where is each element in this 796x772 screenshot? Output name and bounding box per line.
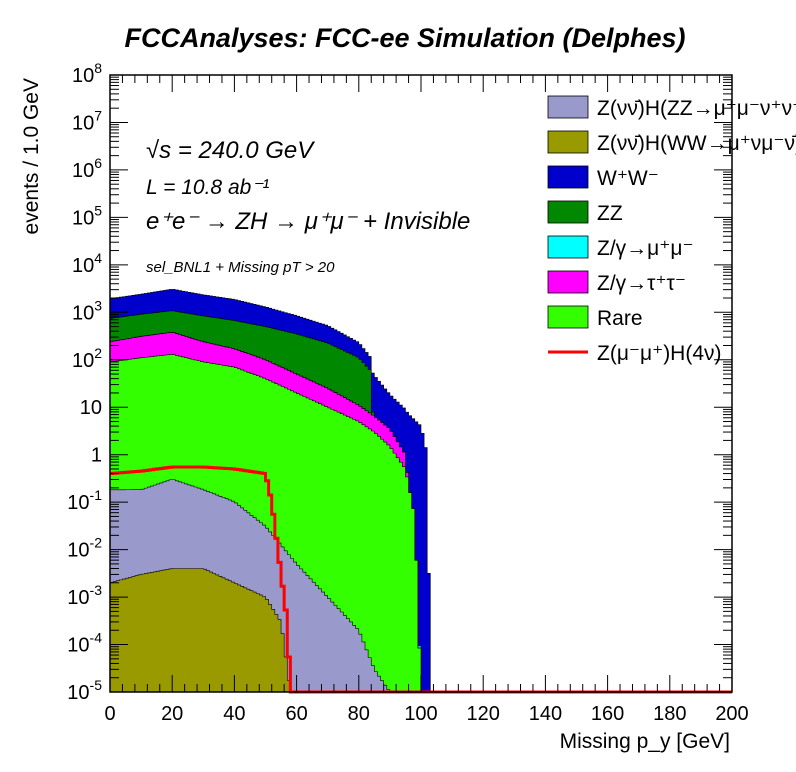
annotation-selection: sel_BNL1 + Missing pT > 20 bbox=[146, 259, 335, 276]
legend-label-signal: Z(μ⁻μ⁺)H(4ν) bbox=[597, 342, 722, 365]
x-tick-label: 20 bbox=[161, 703, 183, 725]
legend-label-ZH_ZZ: Z(νν̄)H(ZZ→μ⁺μ⁻ν⁺ν⁻) bbox=[597, 97, 796, 120]
x-axis-label: Missing p_y [GeV] bbox=[560, 730, 730, 753]
chart-title: FCCAnalyses: FCC-ee Simulation (Delphes) bbox=[124, 23, 685, 53]
y-tick-label: 10-5 bbox=[67, 677, 102, 704]
y-tick-label: 10-2 bbox=[67, 535, 102, 562]
y-tick-label: 106 bbox=[72, 155, 102, 182]
y-tick-label: 104 bbox=[72, 250, 102, 277]
legend-swatch-WW bbox=[547, 165, 589, 189]
legend-swatch-Zgamma_mumu bbox=[547, 235, 589, 259]
stacked-histograms bbox=[109, 289, 732, 693]
annotation-process: e⁺e⁻ → ZH → μ⁺μ⁻ + Invisible bbox=[146, 208, 470, 235]
y-tick-label: 105 bbox=[72, 202, 102, 229]
legend-label-Zgamma_mumu: Z/γ→μ⁺μ⁻ bbox=[597, 237, 694, 260]
legend-label-ZZ: ZZ bbox=[597, 202, 623, 225]
x-tick-label: 140 bbox=[529, 703, 562, 725]
x-tick-label: 160 bbox=[591, 703, 624, 725]
y-tick-label: 107 bbox=[72, 107, 102, 134]
y-tick-label: 10-4 bbox=[67, 630, 102, 657]
legend-label-Rare: Rare bbox=[597, 307, 643, 330]
y-tick-label: 102 bbox=[72, 345, 102, 372]
x-tick-label: 120 bbox=[467, 703, 500, 725]
x-tick-label: 0 bbox=[104, 703, 115, 725]
legend-swatch-Zgamma_tautau bbox=[547, 270, 589, 294]
y-tick-label: 1 bbox=[91, 445, 102, 467]
y-tick-label: 103 bbox=[72, 297, 102, 324]
legend: Z(νν̄)H(ZZ→μ⁺μ⁻ν⁺ν⁻) Z(νν̄)H(WW→μ⁺νμ⁻ν̄) W… bbox=[547, 95, 796, 365]
x-tick-label: 100 bbox=[404, 703, 437, 725]
x-tick-label: 40 bbox=[223, 703, 245, 725]
legend-swatch-Rare bbox=[547, 305, 589, 329]
x-axis-ticks: 0 20 40 60 80 100 120 140 160 180 200 bbox=[104, 75, 749, 725]
legend-swatch-ZH_WW bbox=[547, 130, 589, 154]
legend-swatch-ZZ bbox=[547, 200, 589, 224]
x-tick-label: 200 bbox=[715, 703, 748, 725]
y-tick-label: 10-3 bbox=[67, 582, 102, 609]
y-axis-label: events / 1.0 GeV bbox=[20, 78, 43, 234]
legend-label-WW: W⁺W⁻ bbox=[597, 167, 659, 190]
x-tick-label: 60 bbox=[285, 703, 307, 725]
x-tick-label: 180 bbox=[653, 703, 686, 725]
annotation-lumi: L = 10.8 ab⁻¹ bbox=[146, 176, 269, 199]
y-tick-label: 10-1 bbox=[67, 487, 102, 514]
legend-swatch-ZH_ZZ bbox=[547, 95, 589, 119]
legend-label-ZH_WW: Z(νν̄)H(WW→μ⁺νμ⁻ν̄) bbox=[597, 132, 796, 155]
y-axis-ticks: 10-5 10-4 10-3 10-2 10-1 1 10 102 103 104 105 106 10… bbox=[67, 60, 732, 704]
y-tick-label: 10 bbox=[80, 397, 102, 419]
x-tick-label: 80 bbox=[348, 703, 370, 725]
legend-label-Zgamma_tautau: Z/γ→τ⁺τ⁻ bbox=[597, 272, 686, 295]
y-tick-label: 108 bbox=[72, 60, 102, 87]
annotation-sqrt-s: √s = 240.0 GeV bbox=[146, 137, 315, 164]
